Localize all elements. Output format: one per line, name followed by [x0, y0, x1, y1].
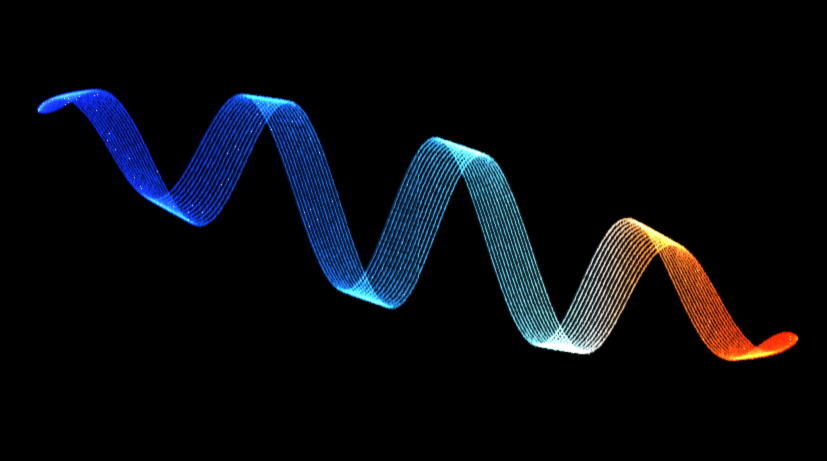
wave-ribbon-chart: [0, 0, 827, 461]
plot-stage: [0, 0, 827, 461]
